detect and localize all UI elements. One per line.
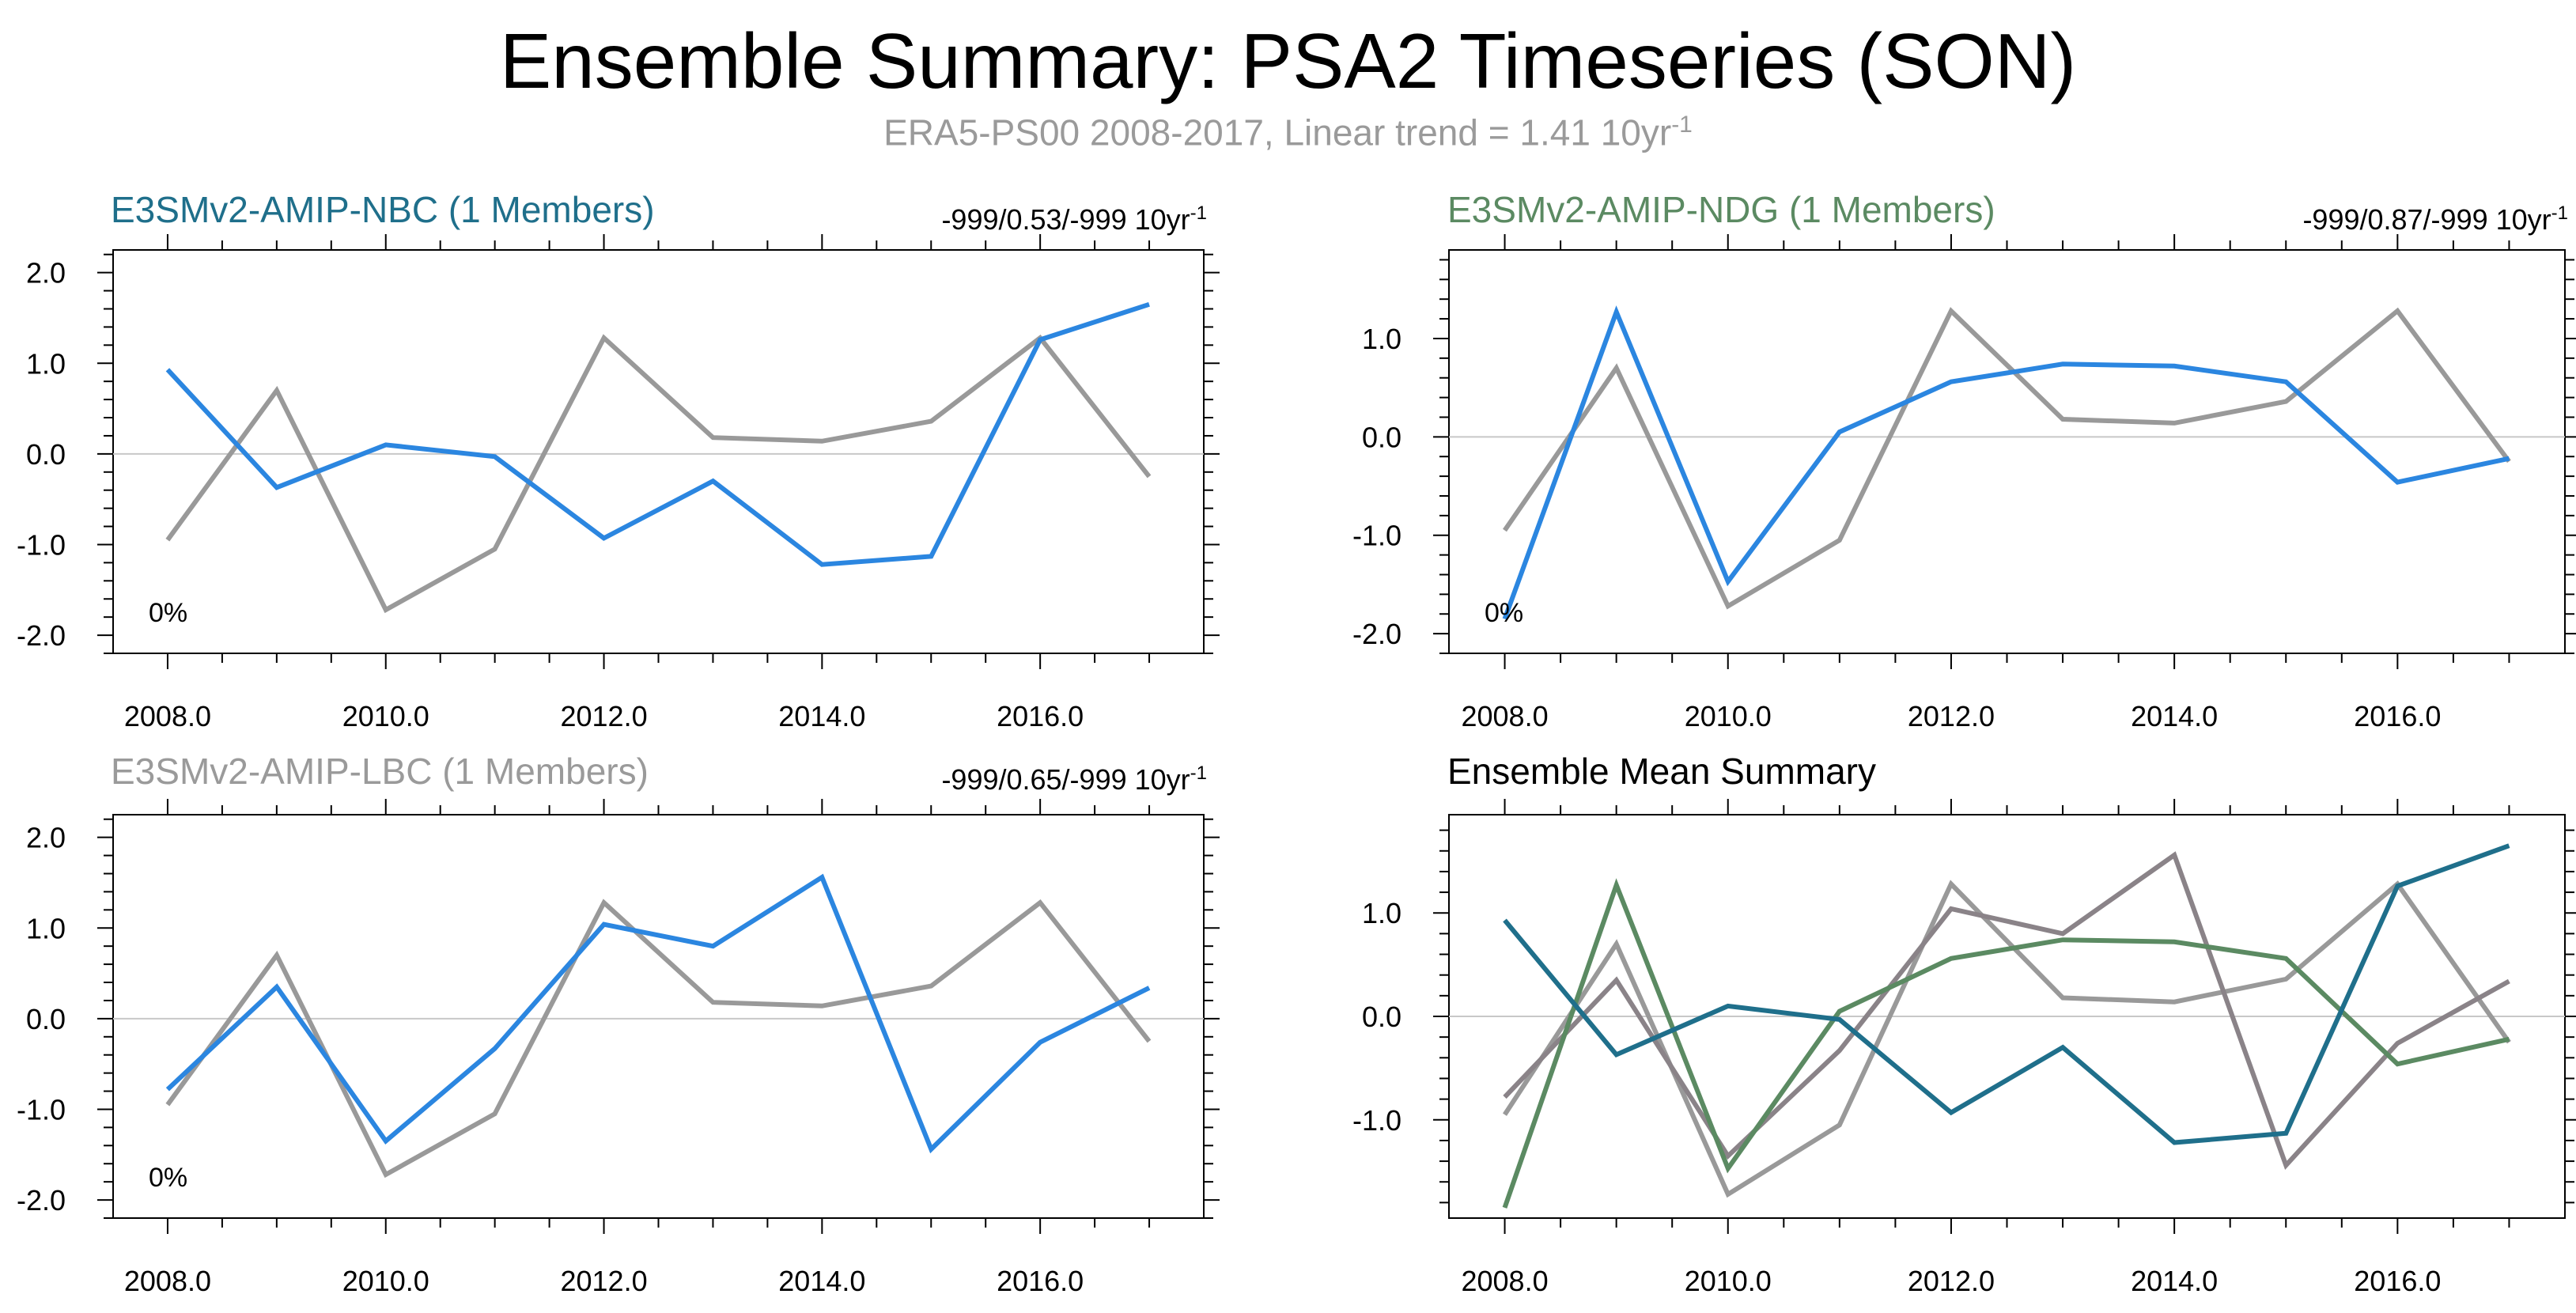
trend-label-ndg: -999/0.87/-999 10yr-1: [2302, 196, 2568, 237]
series-line-e3smv2-amip-ndg: [1502, 305, 2510, 620]
series-line-era5-ps00: [165, 334, 1152, 614]
trend-unit-exponent: -1: [2551, 202, 2568, 224]
y-tick-label: 0.0: [26, 438, 66, 471]
series-line-e3smv2-amip-nbc: [1503, 843, 2510, 1145]
percentage-label: 0%: [1485, 598, 1523, 628]
panel-title-mean: Ensemble Mean Summary: [1447, 751, 1876, 792]
y-tick-label: -2.0: [17, 619, 66, 652]
percentage-label: 0%: [149, 598, 187, 628]
y-tick-label: 1.0: [26, 347, 66, 380]
y-tick-label: 0.0: [26, 1003, 66, 1035]
y-tick-label: 2.0: [26, 257, 66, 289]
series-line-e3smv2-amip-lbc: [1503, 851, 2510, 1170]
panel-title-lbc: E3SMv2-AMIP-LBC (1 Members): [111, 751, 649, 792]
x-tick-label: 2008.0: [1461, 700, 1548, 732]
x-tick-label: 2010.0: [1685, 700, 1772, 732]
x-tick-label: 2014.0: [2131, 700, 2218, 732]
trend-label-lbc: -999/0.65/-999 10yr-1: [941, 756, 1207, 797]
panel-title-ndg: E3SMv2-AMIP-NDG (1 Members): [1447, 189, 1995, 230]
plot-frame: [112, 814, 1205, 1219]
panel-title-nbc: E3SMv2-AMIP-NBC (1 Members): [111, 189, 655, 230]
x-tick-label: 2014.0: [778, 1265, 865, 1297]
series-line-e3smv2-amip-lbc: [165, 873, 1151, 1154]
x-tick-label: 2014.0: [778, 700, 865, 732]
x-tick-label: 2012.0: [1908, 1265, 1995, 1297]
x-tick-label: 2014.0: [2131, 1265, 2218, 1297]
x-tick-label: 2012.0: [560, 700, 647, 732]
x-tick-label: 2008.0: [124, 1265, 211, 1297]
panel-mean: -1.0 0.0 1.0 2008.0 2010.0 2012.0 2014.0 2016.0: [1352, 799, 2576, 1297]
x-tick-label: 2010.0: [342, 1265, 429, 1297]
x-tick-label: 2008.0: [124, 700, 211, 732]
trend-unit-exponent: -1: [1190, 762, 1207, 784]
x-tick-label: 2012.0: [560, 1265, 647, 1297]
figure-subtitle: ERA5-PS00 2008-2017, Linear trend = 1.41…: [0, 104, 2576, 153]
x-tick-label: 2012.0: [1908, 700, 1995, 732]
x-tick-label: 2010.0: [342, 700, 429, 732]
percentage-label: 0%: [149, 1163, 187, 1193]
panel-nbc: -2.0 -1.0 0.0 1.0 2.0 2008.0 2010.0 2012.0 2014.…: [17, 234, 1220, 732]
x-tick-label: 2016.0: [2354, 700, 2441, 732]
panel-lbc: -2.0 -1.0 0.0 1.0 2.0 2008.0 2010.0 2012.0 2014.…: [17, 799, 1220, 1297]
y-tick-label: 1.0: [26, 912, 66, 944]
panel-ndg: -2.0 -1.0 0.0 1.0 2008.0 2010.0 2012.0 2014.0 20…: [1352, 234, 2576, 732]
y-tick-label: -1.0: [1352, 520, 1401, 552]
subtitle-sup: -1: [1671, 112, 1693, 138]
x-tick-label: 2008.0: [1461, 1265, 1548, 1297]
y-tick-label: -1.0: [17, 1093, 66, 1126]
y-tick-label: -1.0: [17, 528, 66, 561]
trend-value: -999/0.53/-999 10yr: [941, 203, 1190, 236]
figure-title: Ensemble Summary: PSA2 Timeseries (SON): [499, 17, 2077, 104]
x-tick-label: 2016.0: [2354, 1265, 2441, 1297]
y-tick-label: -2.0: [17, 1184, 66, 1217]
series-line-e3smv2-amip-ndg: [1502, 878, 2510, 1209]
y-tick-label: 0.0: [1362, 1001, 1401, 1033]
subtitle-text: ERA5-PS00 2008-2017, Linear trend = 1.41…: [883, 112, 1672, 153]
trend-label-nbc: -999/0.53/-999 10yr-1: [941, 196, 1207, 237]
trend-unit-exponent: -1: [1190, 202, 1207, 224]
y-tick-label: 2.0: [26, 822, 66, 854]
y-tick-label: -2.0: [1352, 618, 1401, 650]
y-tick-label: 1.0: [1362, 323, 1401, 355]
trend-value: -999/0.87/-999 10yr: [2302, 203, 2551, 236]
y-tick-label: -1.0: [1352, 1104, 1401, 1137]
x-tick-label: 2010.0: [1685, 1265, 1772, 1297]
series-line-era5-ps00: [1503, 307, 2511, 610]
trend-value: -999/0.65/-999 10yr: [941, 763, 1190, 796]
y-tick-label: 0.0: [1362, 421, 1401, 453]
series-line-e3smv2-amip-nbc: [165, 301, 1150, 567]
plot-frame: [112, 249, 1205, 654]
x-tick-label: 2016.0: [997, 700, 1084, 732]
y-tick-label: 1.0: [1362, 897, 1401, 929]
x-tick-label: 2016.0: [997, 1265, 1084, 1297]
